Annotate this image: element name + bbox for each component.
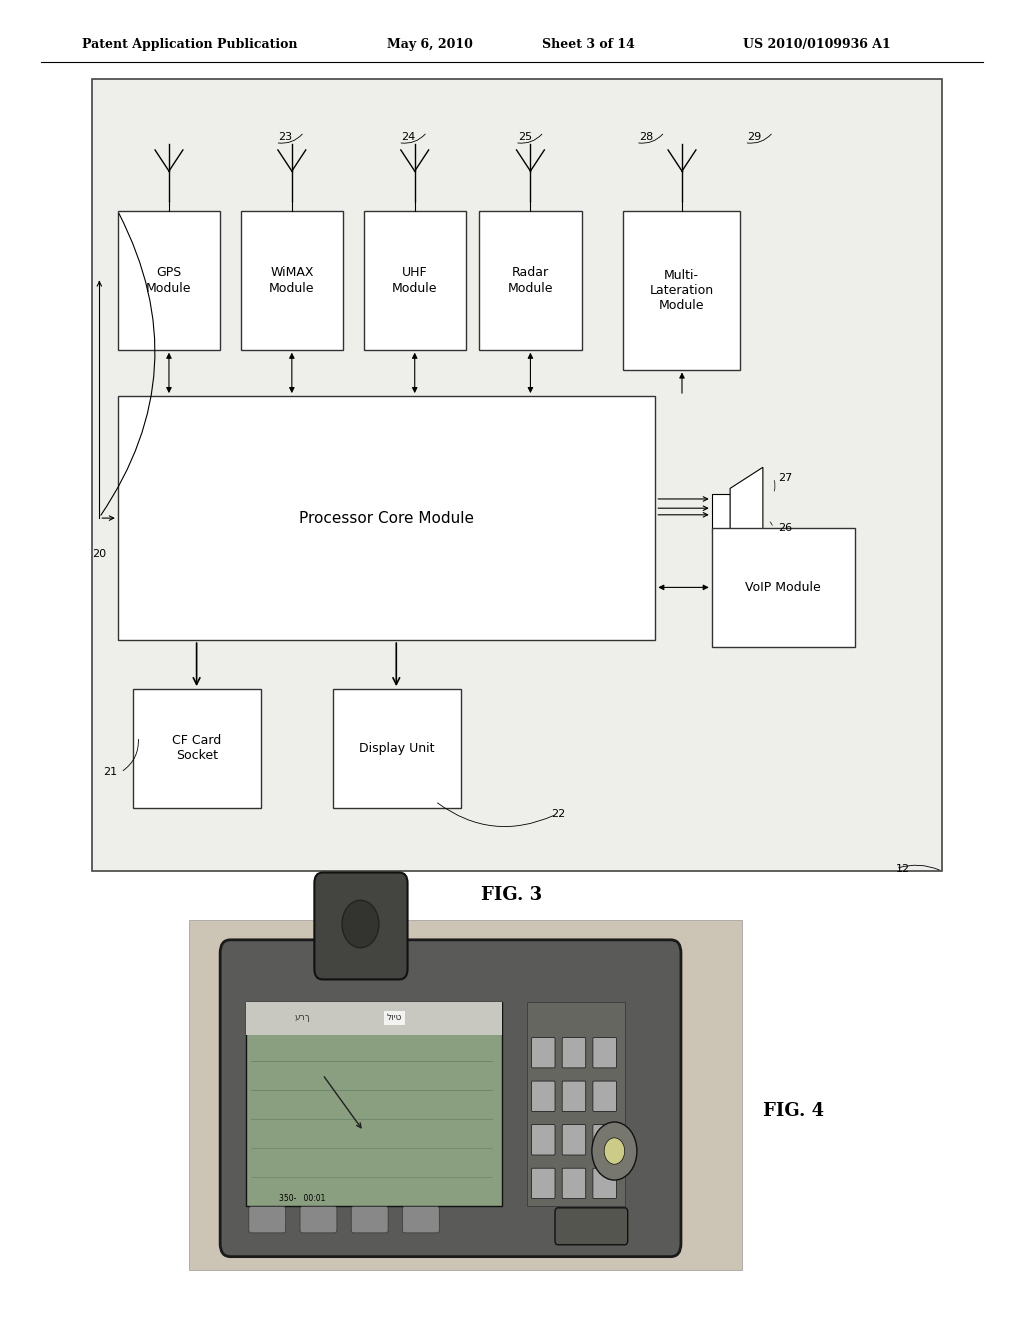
- FancyBboxPatch shape: [593, 1038, 616, 1068]
- Circle shape: [592, 1122, 637, 1180]
- Text: 24: 24: [401, 132, 416, 143]
- FancyBboxPatch shape: [527, 1002, 625, 1206]
- Text: 350-   00:01: 350- 00:01: [279, 1195, 326, 1203]
- FancyBboxPatch shape: [189, 920, 742, 1270]
- Text: May 6, 2010: May 6, 2010: [387, 38, 473, 51]
- Text: 28: 28: [639, 132, 653, 143]
- Text: 12: 12: [896, 863, 910, 874]
- Text: 21: 21: [103, 767, 118, 777]
- FancyBboxPatch shape: [531, 1081, 555, 1111]
- Text: GPS
Module: GPS Module: [146, 267, 191, 294]
- FancyBboxPatch shape: [593, 1081, 616, 1111]
- Text: ערך: ערך: [294, 1014, 310, 1022]
- FancyBboxPatch shape: [593, 1125, 616, 1155]
- Text: WiMAX
Module: WiMAX Module: [269, 267, 314, 294]
- Polygon shape: [730, 467, 763, 560]
- FancyBboxPatch shape: [623, 211, 740, 370]
- Text: 29: 29: [748, 132, 762, 143]
- Text: 22: 22: [551, 809, 565, 820]
- Circle shape: [604, 1138, 625, 1164]
- FancyBboxPatch shape: [220, 940, 681, 1257]
- Text: UHF
Module: UHF Module: [392, 267, 437, 294]
- FancyBboxPatch shape: [118, 211, 220, 350]
- Text: VoIP Module: VoIP Module: [745, 581, 821, 594]
- Text: 27: 27: [778, 473, 793, 483]
- FancyBboxPatch shape: [333, 689, 461, 808]
- FancyBboxPatch shape: [246, 1002, 502, 1035]
- FancyBboxPatch shape: [118, 396, 655, 640]
- FancyBboxPatch shape: [246, 1002, 502, 1206]
- FancyBboxPatch shape: [249, 1206, 286, 1233]
- Circle shape: [342, 900, 379, 948]
- FancyBboxPatch shape: [562, 1125, 586, 1155]
- Text: Multi-
Lateration
Module: Multi- Lateration Module: [649, 269, 714, 312]
- FancyBboxPatch shape: [364, 211, 466, 350]
- FancyBboxPatch shape: [241, 211, 343, 350]
- Text: CF Card
Socket: CF Card Socket: [172, 734, 222, 763]
- FancyBboxPatch shape: [562, 1168, 586, 1199]
- FancyBboxPatch shape: [531, 1168, 555, 1199]
- FancyBboxPatch shape: [593, 1168, 616, 1199]
- FancyBboxPatch shape: [314, 873, 408, 979]
- Text: US 2010/0109936 A1: US 2010/0109936 A1: [743, 38, 891, 51]
- FancyBboxPatch shape: [133, 689, 261, 808]
- Text: 20: 20: [92, 549, 106, 560]
- Text: 25: 25: [518, 132, 532, 143]
- Text: Processor Core Module: Processor Core Module: [299, 511, 474, 525]
- Text: Display Unit: Display Unit: [359, 742, 434, 755]
- Text: Radar
Module: Radar Module: [508, 267, 553, 294]
- FancyBboxPatch shape: [300, 1206, 337, 1233]
- Text: 26: 26: [778, 523, 793, 533]
- FancyBboxPatch shape: [555, 1208, 628, 1245]
- FancyBboxPatch shape: [479, 211, 582, 350]
- FancyBboxPatch shape: [531, 1125, 555, 1155]
- FancyBboxPatch shape: [562, 1038, 586, 1068]
- Text: 23: 23: [279, 132, 293, 143]
- FancyBboxPatch shape: [712, 528, 855, 647]
- Text: FIG. 4: FIG. 4: [763, 1102, 824, 1121]
- Text: FIG. 3: FIG. 3: [481, 886, 543, 904]
- Text: Sheet 3 of 14: Sheet 3 of 14: [543, 38, 635, 51]
- FancyBboxPatch shape: [402, 1206, 439, 1233]
- FancyBboxPatch shape: [92, 79, 942, 871]
- FancyBboxPatch shape: [562, 1081, 586, 1111]
- Bar: [712, 494, 730, 533]
- FancyBboxPatch shape: [351, 1206, 388, 1233]
- Text: לויט: לויט: [386, 1014, 402, 1022]
- Text: Patent Application Publication: Patent Application Publication: [82, 38, 297, 51]
- FancyBboxPatch shape: [531, 1038, 555, 1068]
